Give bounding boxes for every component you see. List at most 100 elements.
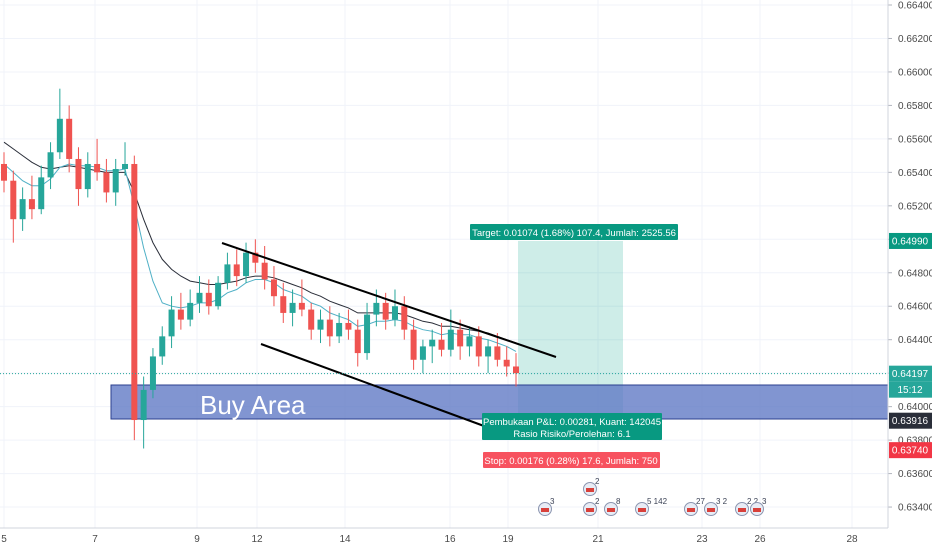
stop-price-badge-box	[889, 442, 932, 459]
candle-body	[326, 319, 333, 337]
candle-body	[447, 329, 454, 350]
stop-price-badge: 0.63740	[892, 446, 929, 457]
candle-body	[215, 282, 222, 307]
trendline-lower	[260, 343, 485, 427]
candle-body	[140, 389, 147, 421]
candle-body	[38, 177, 45, 210]
candle-body	[475, 336, 482, 357]
candle-body	[84, 163, 91, 190]
x-tick-label: 21	[592, 534, 604, 545]
current-price-badge: 0.64197	[892, 369, 929, 380]
event-count: 5 142	[647, 497, 668, 506]
event-flag-stripe	[541, 508, 549, 512]
x-tick-label: 26	[754, 534, 766, 545]
candle-body	[345, 322, 352, 330]
entry-price-badge-box	[889, 412, 932, 429]
candle-body	[419, 346, 426, 360]
event-count: 2	[595, 477, 600, 486]
event-flag-stripe	[707, 508, 715, 512]
event-flag-stripe	[687, 508, 695, 512]
event-count: 3	[550, 497, 555, 506]
countdown-badge: 15:12	[897, 385, 922, 396]
event-flag-stripe	[753, 508, 761, 512]
candle-body	[382, 302, 389, 320]
candle-body	[187, 302, 194, 320]
candle-body	[429, 339, 436, 347]
candle-body	[233, 264, 240, 277]
y-tick-label: 0.65600	[898, 134, 932, 145]
event-count: 3	[762, 497, 767, 506]
candle-body	[317, 319, 324, 330]
x-tick-label: 16	[444, 534, 456, 545]
candle-body	[56, 118, 63, 153]
candle-body	[410, 329, 417, 360]
x-tick-label: 19	[502, 534, 514, 545]
event-flag-stripe	[586, 508, 594, 512]
y-tick-label: 0.65200	[898, 201, 932, 212]
stop-label: Stop: 0.00176 (0.28%) 17.6, Jumlah: 750	[484, 456, 657, 467]
candle-body	[261, 262, 268, 280]
entry-label-box	[482, 413, 662, 440]
candle-body	[354, 329, 361, 354]
entry-label-line2: Rasio Risiko/Perolehan: 6.1	[513, 429, 630, 440]
x-tick-label: 28	[846, 534, 858, 545]
x-tick-label: 14	[339, 534, 351, 545]
y-tick-label: 0.66000	[898, 67, 932, 78]
x-tick-label: 9	[194, 534, 200, 545]
candle-body	[252, 252, 259, 263]
candle-body	[513, 366, 519, 374]
candle-body	[47, 152, 54, 178]
target-price-badge-box	[889, 232, 932, 249]
ma-fast-line	[3, 163, 517, 352]
profit-zone	[518, 240, 623, 385]
candle-body	[122, 163, 129, 170]
x-tick-label: 23	[696, 534, 708, 545]
candle-body	[373, 302, 380, 315]
entry-label-line1: Pembukaan P&L: 0.00281, Kuant: 142045	[483, 417, 661, 428]
time-axis[interactable]: 5 7 9 12 14 16 19 21 23 26 28	[0, 527, 888, 545]
candle-body	[280, 296, 287, 313]
event-count: 27	[696, 497, 705, 506]
y-tick-label: 0.64000	[898, 402, 932, 413]
candle-body	[503, 359, 510, 367]
candle-body	[308, 309, 315, 330]
candle-body	[196, 292, 203, 303]
trendlines[interactable]	[0, 242, 888, 427]
y-tick-label: 0.64400	[898, 335, 932, 346]
target-label-box	[470, 224, 678, 240]
candle-body	[94, 163, 101, 173]
candle-body	[66, 118, 73, 159]
candle-body	[168, 309, 175, 337]
event-count: 2	[595, 497, 600, 506]
buy-area-label: Buy Area	[200, 390, 306, 420]
candle-body	[336, 322, 343, 337]
x-tick-label: 7	[92, 534, 98, 545]
current-price-badge-box	[889, 365, 932, 382]
candle-body	[485, 346, 492, 357]
y-tick-label: 0.63600	[898, 469, 932, 480]
candle-body	[131, 163, 138, 421]
candles	[1, 88, 519, 449]
candle-body	[159, 336, 166, 357]
y-tick-label: 0.65800	[898, 101, 932, 112]
candle-body	[205, 292, 212, 307]
candle-body	[270, 279, 277, 297]
candle-body	[103, 172, 110, 193]
event-count: 3 2	[716, 497, 728, 506]
event-flag-stripe	[607, 508, 615, 512]
candle-body	[28, 199, 35, 210]
candle-body	[19, 199, 26, 220]
x-tick-label: 12	[251, 534, 263, 545]
countdown-badge-box	[889, 381, 932, 398]
target-label: Target: 0.01074 (1.68%) 107.4, Jumlah: 2…	[472, 228, 676, 239]
price-axis[interactable]: 0.66400 0.66200 0.66000 0.65800 0.65600 0.654…	[887, 0, 932, 528]
position-labels: Target: 0.01074 (1.68%) 107.4, Jumlah: 2…	[470, 224, 678, 468]
candle-body	[243, 252, 250, 277]
candle-body	[10, 180, 17, 220]
y-tick-label: 0.66400	[898, 1, 932, 12]
trendline-upper	[221, 242, 557, 358]
candle-body	[177, 309, 184, 320]
